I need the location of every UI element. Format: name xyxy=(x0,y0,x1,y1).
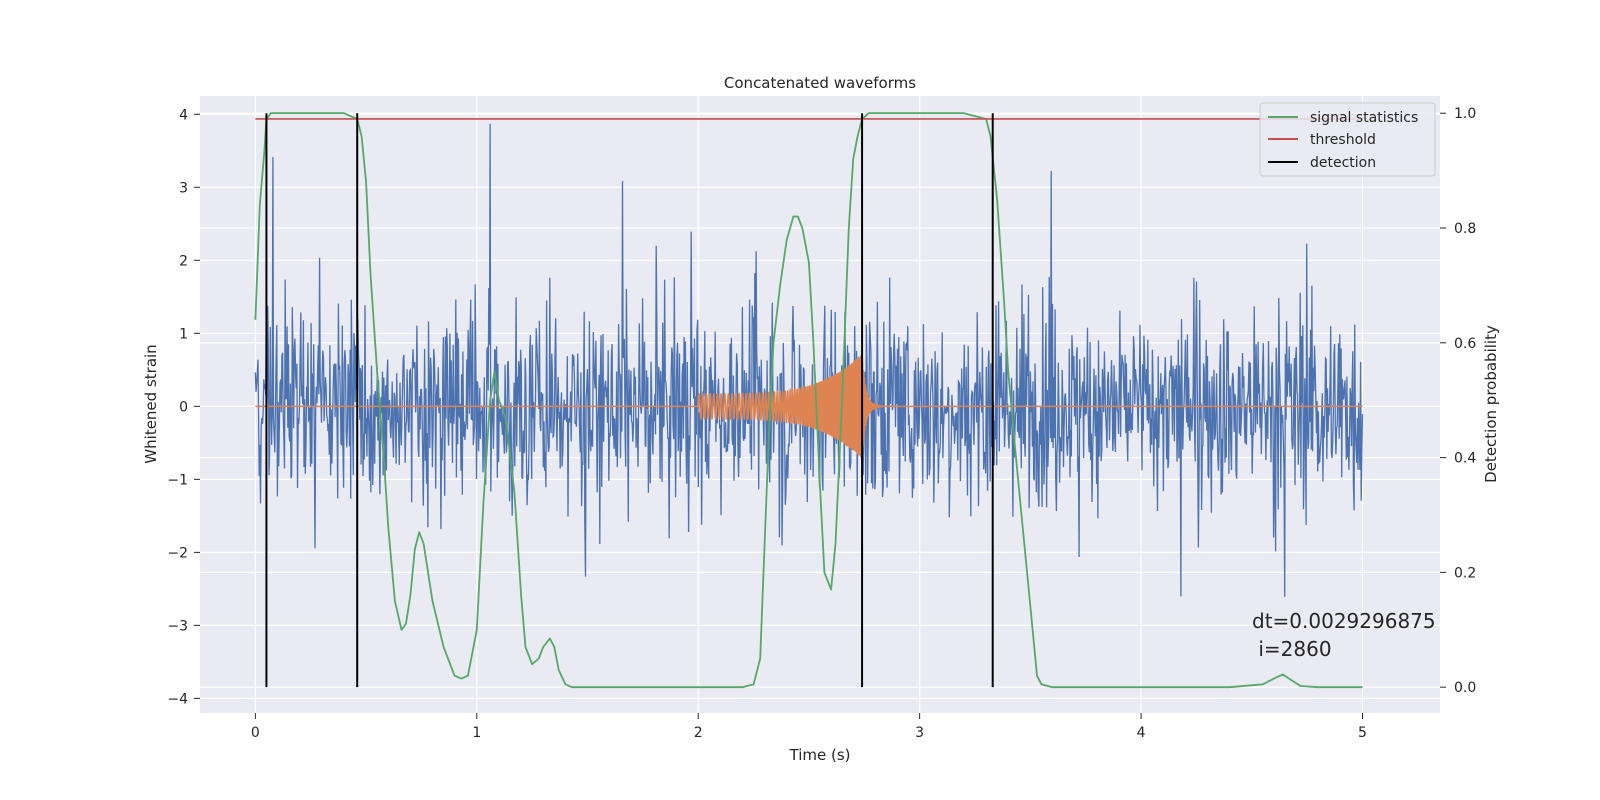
y-tick-label: −1 xyxy=(167,472,188,488)
y-tick-label: −2 xyxy=(167,545,188,561)
y-tick-label: −4 xyxy=(167,691,188,707)
y-tick-label: 0 xyxy=(179,399,188,415)
legend: signal statistics threshold detection xyxy=(1259,102,1436,177)
y-tick-label: 1 xyxy=(179,326,188,342)
y-right-tick-label: 0.4 xyxy=(1454,451,1476,467)
y-right-tick-label: 1.0 xyxy=(1454,106,1476,122)
x-tick-label: 5 xyxy=(1358,725,1367,741)
data-layer xyxy=(254,112,1364,689)
template-waveform-line xyxy=(255,354,1363,459)
tick-labels: 0 1 2 3 4 5 −4 −3 −2 −1 0 1 2 3 4 0.0 0.2 0.4 0.6 0.8 1.0 xyxy=(167,106,1476,741)
y-tick-label: 3 xyxy=(179,180,188,196)
y-right-tick-label: 0.0 xyxy=(1454,680,1476,696)
y-tick-label: 2 xyxy=(179,253,188,269)
y-axis-label: Whitened strain xyxy=(142,344,160,463)
annotation-index: i=2860 xyxy=(1252,637,1332,661)
y-right-tick-label: 0.2 xyxy=(1454,565,1476,581)
x-tick-label: 0 xyxy=(251,725,260,741)
legend-box xyxy=(1259,102,1436,177)
legend-label-signal-statistics: signal statistics xyxy=(1310,110,1418,126)
chart-title: Concatenated waveforms xyxy=(724,74,916,92)
x-tick-label: 3 xyxy=(915,725,924,741)
x-axis-label: Time (s) xyxy=(789,746,851,764)
y-right-tick-label: 0.6 xyxy=(1454,336,1476,352)
y-right-tick-label: 0.8 xyxy=(1454,221,1476,237)
legend-label-threshold: threshold xyxy=(1310,132,1376,148)
y-tick-label: 4 xyxy=(179,107,188,123)
annotation-dt: dt=0.0029296875 xyxy=(1252,609,1436,633)
y-axis-right-label: Detection probability xyxy=(1482,325,1500,483)
legend-label-detection: detection xyxy=(1310,155,1376,171)
x-tick-label: 2 xyxy=(694,725,703,741)
y-tick-label: −3 xyxy=(167,618,188,634)
signal-statistics-line xyxy=(254,112,1363,689)
x-tick-label: 1 xyxy=(472,725,481,741)
x-tick-label: 4 xyxy=(1137,725,1146,741)
